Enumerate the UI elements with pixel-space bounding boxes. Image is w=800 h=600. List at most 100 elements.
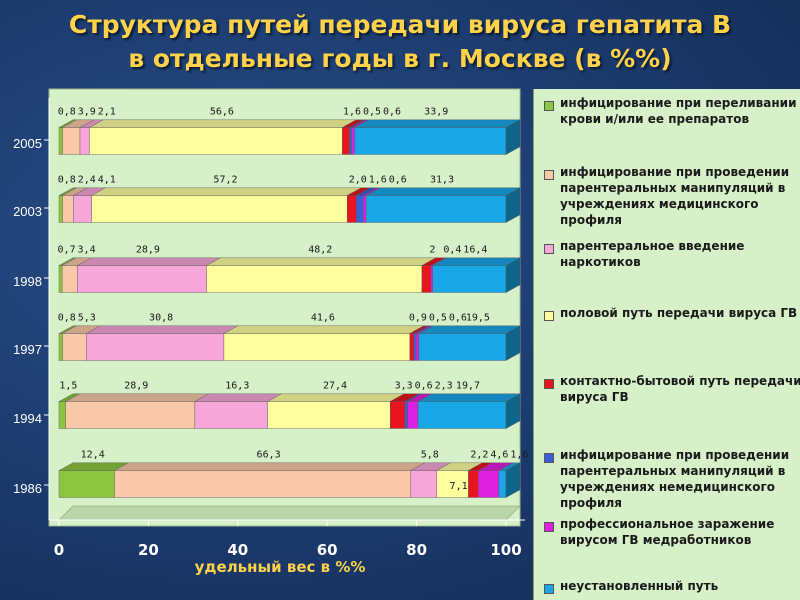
bar-segment — [267, 401, 391, 429]
data-label: 2,4 — [78, 175, 96, 186]
bar-segment — [206, 265, 423, 293]
legend-label: половой путь передачи вируса ГВ — [560, 306, 798, 320]
bar-segment — [468, 470, 479, 498]
legend-swatch — [544, 311, 554, 321]
bar-segment — [86, 333, 225, 361]
bar-segment — [421, 265, 432, 293]
bar-end-face — [505, 393, 521, 429]
data-label: 0,8 — [58, 313, 76, 324]
x-tick-label: 80 — [406, 541, 427, 559]
bar-segment — [351, 127, 355, 155]
chart-floor — [58, 505, 521, 521]
title-line-2: в отдельные годы в г. Москве (в %%) — [128, 44, 672, 73]
x-axis-label: удельный вес в %% — [195, 558, 366, 576]
data-label: 2,1 — [98, 107, 116, 118]
legend-swatch — [544, 522, 554, 532]
bar-segment — [65, 401, 196, 429]
legend-swatch — [544, 244, 554, 254]
data-label: 30,8 — [149, 313, 173, 324]
bar-segment — [432, 265, 507, 293]
data-label: 3,9 — [78, 107, 96, 118]
bar-end-face — [505, 119, 521, 155]
bar-segment — [498, 470, 507, 498]
bar-segment — [223, 333, 411, 361]
bar-segment — [430, 265, 433, 293]
bar-segment-top — [267, 393, 405, 402]
data-label: 0,9 — [409, 313, 427, 324]
bar-segment-top — [417, 393, 521, 402]
bar-segment-top — [77, 257, 221, 266]
data-label: 12,4 — [81, 450, 105, 461]
data-label: 1,6 — [510, 450, 528, 461]
x-tick-label: 0 — [54, 541, 64, 559]
legend-swatch — [544, 453, 554, 463]
bar-segment — [58, 401, 66, 429]
title-line-1: Структура путей передачи вируса гепатита… — [68, 10, 732, 39]
bar-segment — [415, 333, 420, 361]
data-label: 57,2 — [213, 175, 237, 186]
x-tick-label: 20 — [138, 541, 159, 559]
bar-segment-top — [432, 257, 521, 266]
bar-segment — [58, 127, 63, 155]
x-tick-label: 100 — [490, 541, 521, 559]
data-label: 2 — [429, 245, 435, 256]
bar-segment — [349, 127, 352, 155]
data-label: 56,6 — [210, 107, 234, 118]
bar-end-face — [505, 187, 521, 223]
page-title: Структура путей передачи вируса гепатита… — [0, 8, 800, 76]
bar-segment — [417, 401, 507, 429]
data-label: 1,6 — [369, 175, 387, 186]
legend-swatch — [544, 584, 554, 594]
bar-segment-top — [223, 325, 424, 334]
x-tick-label: 60 — [317, 541, 338, 559]
data-label: 7,1 — [450, 481, 468, 492]
data-label: 16,4 — [463, 245, 487, 256]
data-label: 1,6 — [343, 107, 361, 118]
bar-end-face — [505, 325, 521, 361]
data-label: 5,3 — [78, 313, 96, 324]
data-label: 0,6 — [415, 381, 433, 392]
bar-segment — [407, 401, 419, 429]
data-label: 48,2 — [308, 245, 332, 256]
data-label: 0,8 — [58, 107, 76, 118]
data-label: 0,6 — [449, 313, 467, 324]
data-label: 28,9 — [124, 381, 148, 392]
bar-segment — [62, 333, 87, 361]
data-label: 31,3 — [430, 175, 454, 186]
bar-segment-top — [86, 325, 239, 334]
data-label: 2,3 — [435, 381, 453, 392]
bar-segment — [365, 195, 507, 223]
data-label: 5,8 — [421, 450, 439, 461]
legend-label: контактно-бытовой путь передачи вируса Г… — [560, 374, 800, 404]
bar-segment — [347, 195, 357, 223]
bar-segment — [73, 195, 92, 223]
bar-segment-top — [354, 119, 521, 128]
data-label: 3,3 — [395, 381, 413, 392]
bar-segment — [79, 127, 90, 155]
data-label: 66,3 — [257, 450, 281, 461]
legend-swatch — [544, 170, 554, 180]
bar-segment — [58, 195, 63, 223]
bar-segment — [58, 333, 63, 361]
bar-segment — [58, 265, 63, 293]
bar-segment-top — [206, 257, 437, 266]
data-label: 1,5 — [59, 381, 77, 392]
bar-segment — [363, 195, 367, 223]
data-label: 4,6 — [490, 450, 508, 461]
data-label: 0,4 — [443, 245, 461, 256]
bar-segment-top — [114, 462, 425, 471]
data-label: 0,6 — [389, 175, 407, 186]
legend-label: инфицирование при проведении парентераль… — [560, 165, 790, 227]
bar-segment — [354, 127, 507, 155]
y-tick-label: 1994 — [13, 411, 42, 426]
bar-segment-top — [418, 325, 521, 334]
plot-area — [48, 88, 521, 527]
bar-segment — [58, 470, 115, 498]
data-label: 0,5 — [429, 313, 447, 324]
bar-segment — [89, 127, 343, 155]
bar-segment — [410, 470, 437, 498]
data-label: 28,9 — [136, 245, 160, 256]
data-label: 0,8 — [58, 175, 76, 186]
legend-label: инфицирование при переливании крови и/ил… — [560, 96, 797, 126]
